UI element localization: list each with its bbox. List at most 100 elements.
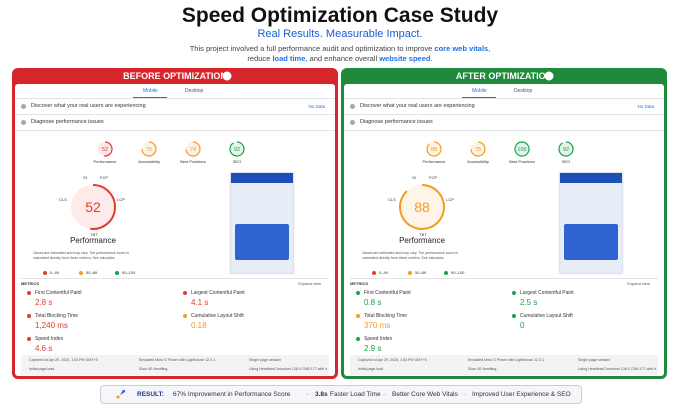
gauge-bg — [71, 185, 115, 229]
footer-item: Initial page load — [29, 367, 55, 371]
gauge-arc — [399, 184, 445, 230]
score-arc — [104, 141, 113, 157]
result-item: Improved User Experience & SEO — [472, 391, 571, 398]
score-bg — [142, 142, 156, 156]
metric-value: 0 — [520, 321, 525, 330]
metric-name: Cumulative Layout Shift — [520, 313, 573, 319]
gauge-label: CLS — [59, 197, 67, 202]
no-data: No Data — [637, 104, 654, 109]
desc-highlight: load time — [272, 54, 306, 63]
divider — [344, 130, 664, 131]
metric-name: Total Blocking Time — [35, 313, 79, 319]
footer-item: Emulated Moto G Power with Lighthouse 12… — [468, 358, 545, 362]
metric-value: 4.1 s — [191, 298, 209, 307]
gauge-label: TBT — [419, 232, 427, 237]
score-value: 75 — [475, 147, 481, 153]
score-arc — [141, 141, 157, 157]
metric-value: 2.9 s — [364, 344, 382, 353]
icon-bg — [222, 71, 232, 81]
score-arc — [514, 141, 530, 157]
footer-item: Initial page load — [358, 367, 384, 371]
desc-highlight: website speed — [379, 54, 431, 63]
legend-label: 50–89 — [415, 270, 427, 275]
metric-name: Speed Index — [35, 336, 64, 342]
score-label: Performance — [94, 159, 118, 164]
score-label: SEO — [233, 159, 241, 164]
diagnose-icon — [21, 120, 26, 125]
screenshot-block — [235, 224, 289, 260]
gauge-label: SI — [83, 175, 87, 180]
gauge-label: LCP — [117, 197, 125, 202]
result-label: RESULT: — [137, 391, 164, 398]
metric-icon — [512, 314, 516, 318]
score-bg — [471, 142, 485, 156]
gauge-title: Performance — [399, 236, 445, 245]
footer-item: Slow 4G throttling — [468, 367, 497, 371]
legend-label: 90–100 — [451, 270, 465, 275]
metrics-title: METRICS — [350, 281, 368, 286]
score-value: 92 — [563, 147, 569, 153]
screenshot-header — [231, 173, 293, 183]
metric-name: Speed Index — [364, 336, 393, 342]
rocket-icon — [116, 390, 125, 399]
score-arc — [558, 141, 574, 157]
result-item: Faster Load Time — [330, 391, 381, 398]
legend-label: 0–49 — [50, 270, 59, 275]
banner-icon — [544, 71, 554, 81]
legend-label: 0–49 — [379, 270, 388, 275]
metric-name: Total Blocking Time — [364, 313, 408, 319]
score-bg — [186, 142, 200, 156]
gauge-bg — [400, 185, 444, 229]
desc-text: . — [430, 54, 433, 63]
report: Mobile Desktop Discover what your real use… — [344, 84, 664, 376]
diagnose-text: Diagnose performance issues — [31, 119, 104, 125]
metric-icon — [512, 291, 516, 295]
metric-icon — [27, 337, 31, 341]
subtitle: Real Results. Measurable Impact. — [257, 28, 423, 40]
divider — [15, 98, 335, 99]
score-value: 75 — [146, 147, 152, 153]
metric-value: 2.8 s — [35, 298, 53, 307]
screenshot-header — [560, 173, 622, 183]
score-bg — [427, 142, 441, 156]
legend-swatch — [372, 271, 376, 275]
metric-value: 0.8 s — [364, 298, 382, 307]
metric-icon — [27, 291, 31, 295]
result-item: Better Core Web Vitals — [392, 391, 458, 398]
tab-underline — [462, 97, 496, 98]
gauge-arc — [90, 184, 116, 230]
gauge-title: Performance — [70, 236, 116, 245]
description-line-2: reduce load time, and enhance overall we… — [0, 54, 680, 63]
metric-icon — [356, 337, 360, 341]
tab-mobile: Mobile — [472, 88, 487, 94]
score-bg — [515, 142, 529, 156]
metric-name: First Contentful Paint — [364, 290, 411, 296]
banner-icon — [222, 71, 232, 81]
discover-icon — [350, 104, 355, 109]
banner-title: BEFORE OPTIMIZATION — [123, 71, 227, 81]
metric-value: 4.6 s — [35, 344, 53, 353]
diagnose-text: Diagnose performance issues — [360, 119, 433, 125]
score-value: 100 — [517, 147, 526, 153]
discover-text: Discover what your real users are experi… — [31, 103, 146, 109]
result-highlight: 3.8s — [315, 391, 328, 398]
legend-swatch — [408, 271, 412, 275]
score-label: Best Practices — [180, 159, 206, 164]
desc-highlight: core web vitals — [434, 44, 489, 53]
metric-name: Cumulative Layout Shift — [191, 313, 244, 319]
gauge-label: CLS — [388, 197, 396, 202]
discover-text: Discover what your real users are experi… — [360, 103, 475, 109]
score-bg — [230, 142, 244, 156]
desc-text: reduce — [247, 54, 273, 63]
divider — [350, 278, 658, 279]
metric-name: Largest Contentful Paint — [520, 290, 574, 296]
legend-swatch — [115, 271, 119, 275]
footer-item: Captured at Apr 29, 2025, 1:53 PM GMT+5 — [358, 358, 427, 362]
footer-item: Single page session — [249, 358, 282, 362]
metric-value: 1,240 ms — [35, 321, 68, 330]
desc-text: , and enhance overall — [305, 54, 380, 63]
expand-view: Expand view — [627, 281, 650, 286]
score-label: Performance — [423, 159, 447, 164]
note: Values are estimated and may vary. The p… — [362, 251, 458, 260]
